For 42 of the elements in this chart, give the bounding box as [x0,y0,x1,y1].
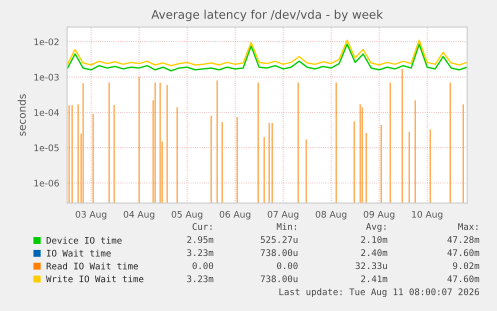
x-tick-label: 05 Aug [172,210,202,220]
y-tick-label: 1e-06 [34,180,59,187]
text: 0.00 [277,262,298,270]
text: Avg: [366,223,386,232]
x-tick-label: 10 Aug [412,210,442,220]
chart-title: Average latency for /dev/vda - by week [151,10,383,22]
text: 9.02m [452,262,480,270]
text: Max: [458,223,478,230]
text: 525.27u [260,236,298,244]
x-tick-label: 04 Aug [124,210,154,220]
text: Cur: [192,223,212,230]
x-tick-label: 09 Aug [364,210,394,220]
y-tick-label: 1e-04 [34,109,59,116]
text: 2.41m [361,275,388,282]
x-tick-label: 03 Aug [76,210,106,220]
legend-label: IO Wait time [46,250,111,257]
y-axis-title: seconds [18,94,26,136]
text: 2.40m [361,249,388,256]
text: 738.00u [260,249,298,256]
text: Last update: Tue Aug 11 08:00:07 2026 [279,288,480,298]
text: Min: [276,222,296,230]
text: 0.00 [192,262,214,270]
text: 2.10m [361,236,388,244]
legend-label: Write IO Wait time [46,275,144,282]
text: 47.60m [447,275,480,282]
text: 32.33u [356,262,387,270]
line-series [67,40,468,66]
y-tick-label: 1e-03 [34,74,59,81]
text: 3.23m [187,249,214,256]
text: 47.28m [447,236,480,244]
x-tick-label: 07 Aug [268,210,298,220]
y-tick-label: 1e-05 [34,144,59,152]
x-tick-label: 06 Aug [220,210,250,220]
text: 3.23m [187,275,214,282]
legend-label: Device IO time [46,236,122,244]
text: 738.00u [260,275,298,282]
y-tick-label: 1e-02 [34,38,59,46]
text: 47.60m [447,249,480,256]
legend-label: Read IO Wait time [46,262,138,270]
x-tick-label: 08 Aug [316,210,346,220]
line-series [67,44,468,72]
text: 2.95m [187,236,214,244]
